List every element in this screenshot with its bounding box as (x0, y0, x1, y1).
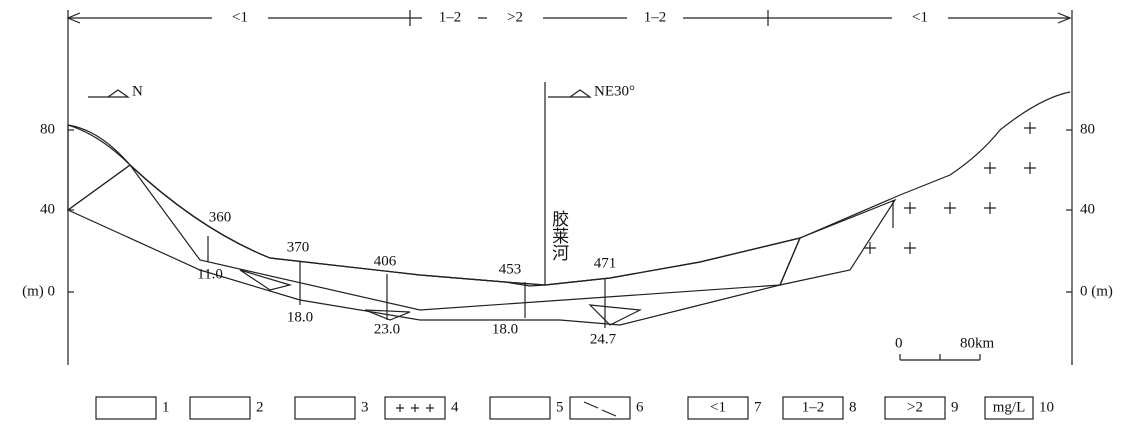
zone-label: 1–2 (439, 9, 462, 25)
scale-bar (900, 354, 980, 360)
zone-label: <1 (912, 9, 928, 25)
legend-number: 6 (636, 399, 644, 415)
scale-end: 80km (960, 335, 995, 351)
direction-label: N (132, 83, 143, 99)
legend-box (570, 397, 630, 419)
left-axis-label: (m) 0 (22, 283, 55, 299)
well-depth: 24.7 (590, 331, 617, 347)
legend-number: 1 (162, 399, 170, 415)
legend-box (490, 397, 550, 419)
legend-number: 4 (451, 399, 459, 415)
right-axis-label: 80 (1080, 121, 1095, 137)
direction-symbol (88, 90, 128, 97)
well-label: 360 (209, 209, 232, 225)
unit-2 (68, 165, 800, 325)
zone-label: >2 (507, 9, 523, 25)
cross-section: <11–2>21–2<1 8040(m) 080400 (m) N NE30° … (0, 0, 1134, 425)
legend-box (190, 397, 250, 419)
legend-number: 5 (556, 399, 564, 415)
legend-box-text: <1 (710, 399, 726, 415)
well-label: 406 (374, 253, 397, 269)
direction-label: NE30° (594, 83, 635, 99)
well-label: 471 (594, 255, 617, 271)
legend-number: 7 (754, 399, 762, 415)
right-axis-label: 40 (1080, 201, 1095, 217)
direction-symbol (548, 90, 590, 97)
legend-crosses (396, 404, 434, 412)
unit-6 (130, 165, 800, 310)
left-axis-label: 40 (40, 201, 55, 217)
legend: 1 2 3 4 5 6 <1 7 1–2 8 >2 9 mg/L 10 (96, 397, 1054, 419)
legend-box (96, 397, 156, 419)
legend-box-text: >2 (907, 399, 923, 415)
zone-label: <1 (232, 9, 248, 25)
unit-4 (864, 122, 1036, 254)
legend-number: 3 (361, 399, 369, 415)
legend-box-text: 1–2 (802, 399, 825, 415)
legend-number: 8 (849, 399, 857, 415)
well-depth: 23.0 (374, 321, 400, 337)
zone-label: 1–2 (644, 9, 667, 25)
well-depth: 18.0 (492, 321, 518, 337)
unit-3 (780, 200, 895, 285)
scale-start: 0 (895, 335, 903, 351)
right-axis-label: 0 (m) (1080, 283, 1113, 299)
well-label: 370 (287, 239, 310, 255)
left-axis-label: 80 (40, 121, 55, 137)
ground-profile (68, 92, 1070, 286)
well-label: 453 (499, 261, 522, 277)
legend-box (295, 397, 355, 419)
legend-number: 10 (1039, 399, 1054, 415)
legend-box-text: mg/L (993, 399, 1026, 415)
legend-dash (584, 402, 616, 416)
well-depth: 11.0 (197, 266, 223, 282)
legend-number: 9 (951, 399, 959, 415)
well-depth: 18.0 (287, 309, 313, 325)
legend-number: 2 (256, 399, 264, 415)
river-label: 胶莱河 (549, 210, 569, 261)
